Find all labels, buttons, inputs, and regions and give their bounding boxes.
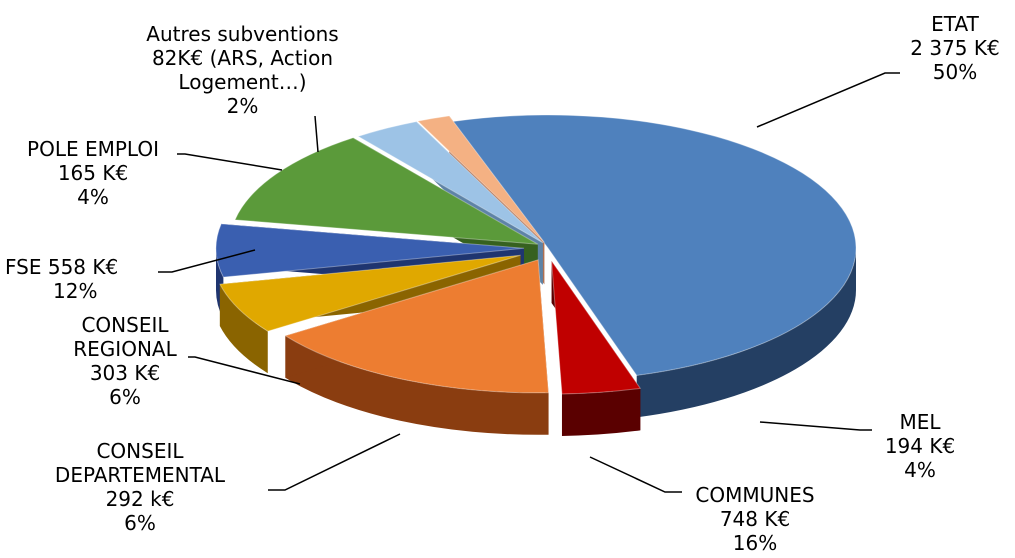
slice-pole-emploi	[356, 121, 544, 244]
label-fse: FSE 558 K€ 12%	[5, 255, 119, 303]
slice-conseil-departemental	[219, 254, 521, 332]
label-conseil-regional: CONSEIL REGIONAL 303 K€ 6%	[73, 313, 177, 409]
leader-line-conseil-departemental	[268, 433, 401, 491]
leader-line-pole-emploi	[177, 153, 283, 171]
slice-side-etat	[636, 248, 856, 418]
slice-tops	[215, 114, 857, 395]
leader-line-mel	[759, 421, 872, 431]
slice-fse	[234, 137, 539, 245]
leader-line-communes	[589, 456, 682, 493]
slice-mel	[550, 259, 642, 395]
leader-lines	[158, 72, 900, 493]
label-autres-subventions: Autres subventions 82K€ (ARS, Action Log…	[146, 22, 339, 118]
slice-autres	[416, 115, 545, 243]
label-mel: MEL 194 K€ 4%	[884, 410, 956, 482]
label-etat: ETAT 2 375 K€ 50%	[910, 12, 1000, 84]
leader-line-etat	[756, 72, 900, 128]
leader-line-conseil-regional	[188, 356, 301, 385]
slice-side-communes	[285, 335, 549, 435]
slice-communes	[284, 259, 550, 394]
label-conseil-departemental: CONSEIL DEPARTEMENTAL 292 k€ 6%	[54, 439, 226, 535]
leader-line-autres	[314, 115, 319, 153]
label-communes: COMMUNES 748 K€ 16%	[695, 483, 815, 555]
leader-line-fse	[158, 249, 256, 273]
label-pole-emploi: POLE EMPLOI 165 K€ 4%	[27, 137, 159, 209]
slice-etat	[451, 114, 857, 376]
slice-conseil-regional	[215, 223, 525, 278]
